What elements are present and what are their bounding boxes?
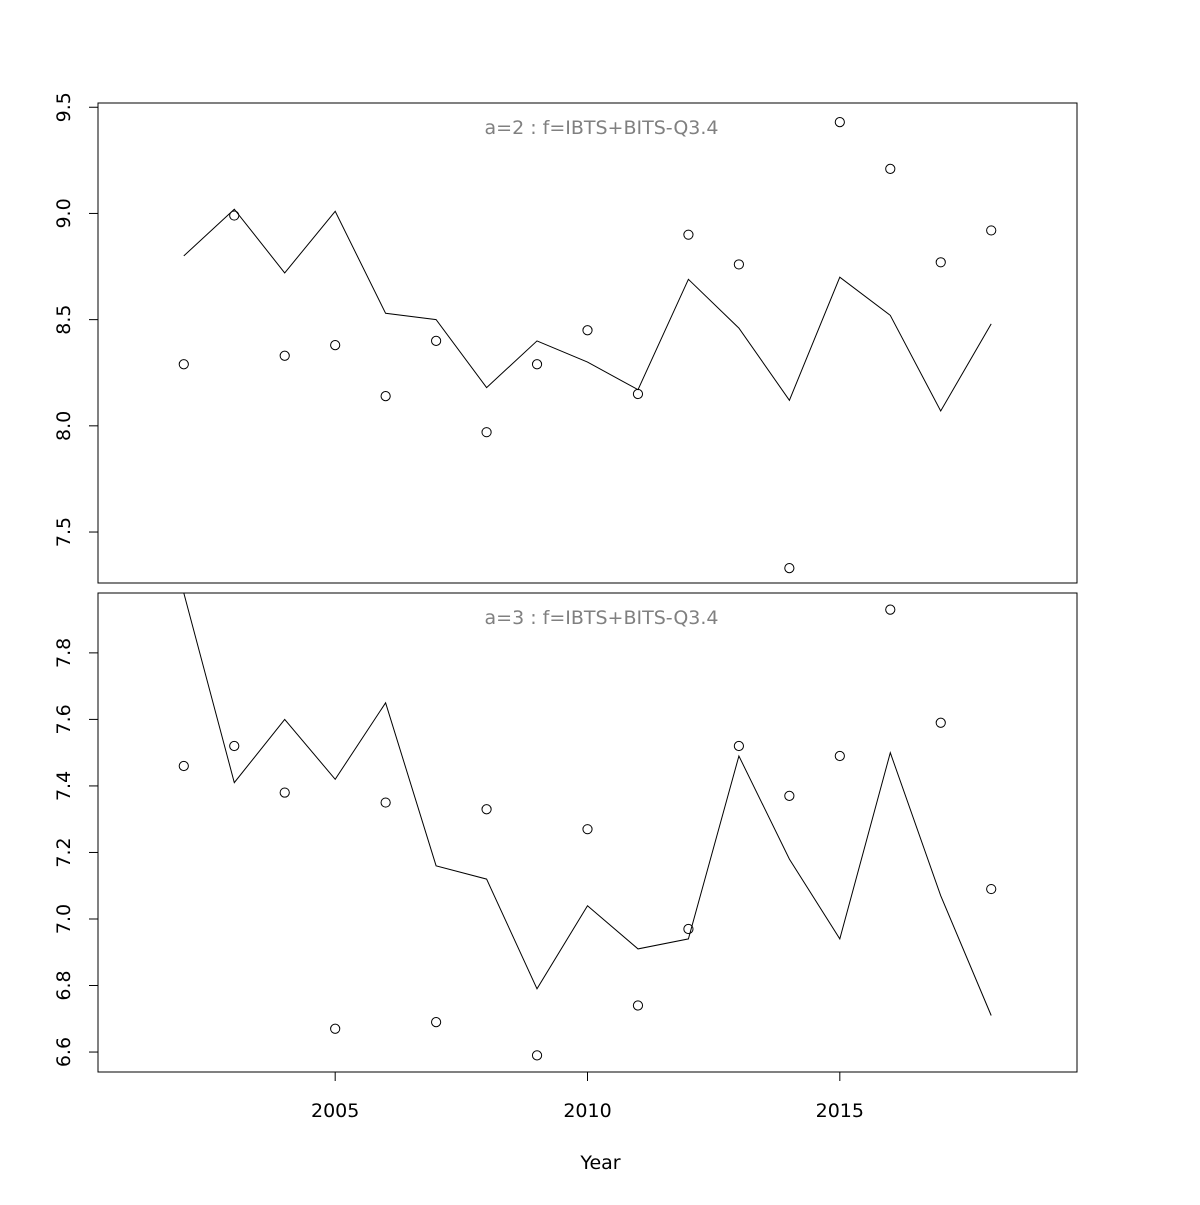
panel-1-observed-point: [582, 325, 593, 336]
panel-1-y-tick-label: 8.0: [53, 411, 75, 441]
panel-1-observed-point: [279, 350, 290, 361]
panel-2-observed-point: [279, 787, 290, 798]
panel-1-y-tick-label: 8.5: [53, 305, 75, 335]
x-axis-title: Year: [579, 1152, 620, 1174]
panel-1-observed-point: [229, 210, 240, 221]
panel-2-y-tick-label: 7.8: [53, 638, 75, 668]
panel-2-frame: [97, 592, 1078, 1073]
panel-2-observed-point: [733, 740, 744, 752]
panel-2-observed-point: [531, 1050, 543, 1061]
panel-2-observed-point: [380, 797, 391, 808]
panel-2-observed-point: [582, 824, 593, 835]
panel-1-observed-point: [330, 340, 341, 351]
panel-2-y-tick-label: 6.6: [53, 1037, 75, 1067]
panel-2-y-tick-label: 6.8: [53, 970, 75, 1000]
panel-2-observed-point: [683, 923, 694, 935]
panel-2-y-tick-label: 7.6: [53, 704, 75, 734]
panel-1-observed-point: [632, 388, 644, 400]
panel-1-observed-point: [733, 259, 744, 270]
panel-2-observed-point: [885, 604, 896, 615]
x-tick-label: 2015: [816, 1100, 864, 1122]
panel-2-observed-point: [935, 717, 946, 728]
panel-1-frame: [97, 102, 1078, 584]
panel-2-observed-point: [330, 1023, 341, 1034]
panel-1-observed-point: [531, 359, 543, 370]
panel-1-observed-point: [885, 163, 896, 174]
panel-2-observed-point: [229, 740, 240, 752]
panel-2-label: a=3 : f=IBTS+BITS-Q3.4: [485, 607, 719, 629]
panel-2-observed-point: [178, 760, 189, 772]
panel-1-observed-point: [380, 390, 391, 402]
panel-1-observed-point: [935, 257, 946, 268]
panel-2-observed-point: [986, 883, 997, 895]
panel-1-observed-point: [683, 229, 694, 240]
panel-1-observed-point: [481, 427, 492, 438]
panel-2-y-tick-label: 7.0: [53, 904, 75, 934]
x-tick-label: 2010: [563, 1100, 611, 1122]
panel-2-observed-point: [834, 750, 845, 762]
panel-1-y-tick-label: 9.5: [53, 92, 75, 122]
panel-2-observed-point: [632, 1000, 644, 1011]
panel-2-fitted-line: [183, 592, 992, 1016]
panel-1-y-tick-label: 7.5: [53, 517, 75, 547]
panel-1-observed-point: [178, 359, 189, 370]
panel-2-observed-point: [481, 804, 492, 815]
panel-2-observed-point: [431, 1017, 442, 1028]
panel-2-y-tick-label: 7.4: [53, 771, 75, 801]
panel-1-label: a=2 : f=IBTS+BITS-Q3.4: [485, 117, 719, 139]
panel-1-observed-point: [986, 225, 997, 236]
panel-2-observed-point: [784, 790, 795, 802]
panel-1-observed-point: [431, 335, 442, 346]
panel-1-observed-point: [834, 117, 845, 128]
panel-2-y-tick-label: 7.2: [53, 837, 75, 867]
panel-1-y-tick-label: 9.0: [53, 198, 75, 228]
panel-1-observed-point: [784, 563, 795, 574]
panel-1-fitted-line: [183, 208, 992, 413]
x-tick-label: 2005: [311, 1100, 359, 1122]
